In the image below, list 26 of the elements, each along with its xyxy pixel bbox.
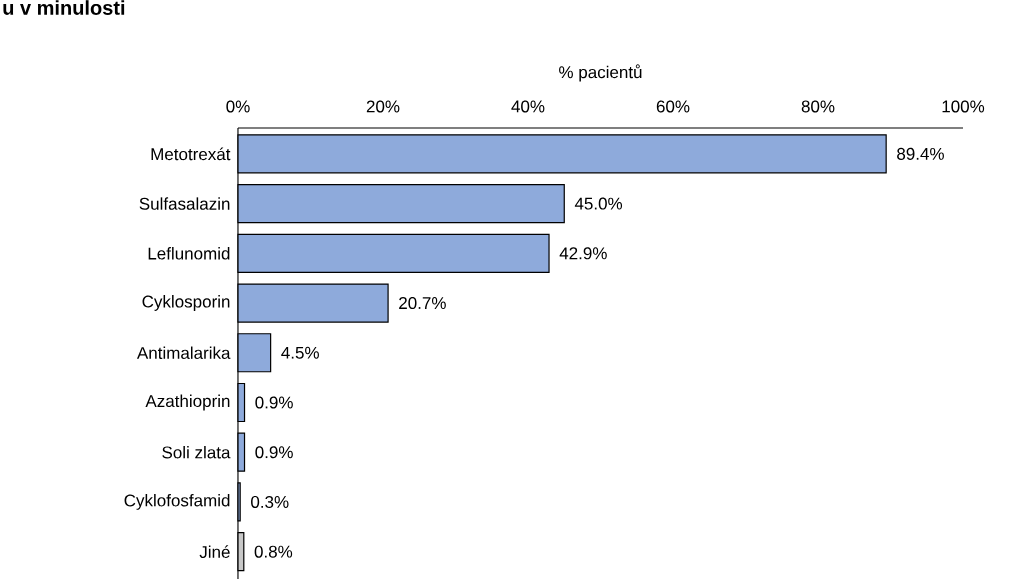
y-tick-label: Leflunomid	[148, 247, 230, 260]
x-tick-label: 80%	[801, 100, 835, 113]
y-tick-label: Azathioprin	[145, 394, 230, 411]
y-tick-label: Soli zlata	[162, 445, 231, 459]
data-label: 20.7%	[399, 297, 446, 310]
y-tick-label: Antimalarika	[136, 346, 231, 360]
x-tick-label: 60%	[656, 100, 690, 113]
text: u v minulosti	[3, 0, 125, 15]
x-tick-label: 40%	[511, 100, 545, 113]
y-tick-label: Cyklofosfamid	[124, 494, 230, 510]
y-tick-label: Metotrexát	[151, 147, 231, 161]
y-tick-label: Sulfasalazin	[139, 197, 230, 210]
data-label: 0.3%	[251, 495, 289, 508]
data-label: 42.9%	[559, 247, 607, 260]
data-label: 0.9%	[255, 446, 293, 459]
data-label: 45.0%	[574, 197, 623, 210]
x-axis-title: % pacientů	[559, 64, 642, 82]
data-label: 89.4%	[897, 147, 944, 160]
data-label: 0.8%	[254, 545, 293, 558]
data-label: 0.9%	[255, 396, 293, 409]
x-tick-label: 100%	[942, 100, 985, 113]
y-tick-label: Jiné	[199, 545, 230, 559]
x-tick-label: 20%	[366, 100, 400, 113]
x-tick-label: 0%	[226, 100, 250, 113]
data-label: 4.5%	[281, 346, 319, 359]
y-tick-label: Cyklosporin	[142, 295, 230, 311]
